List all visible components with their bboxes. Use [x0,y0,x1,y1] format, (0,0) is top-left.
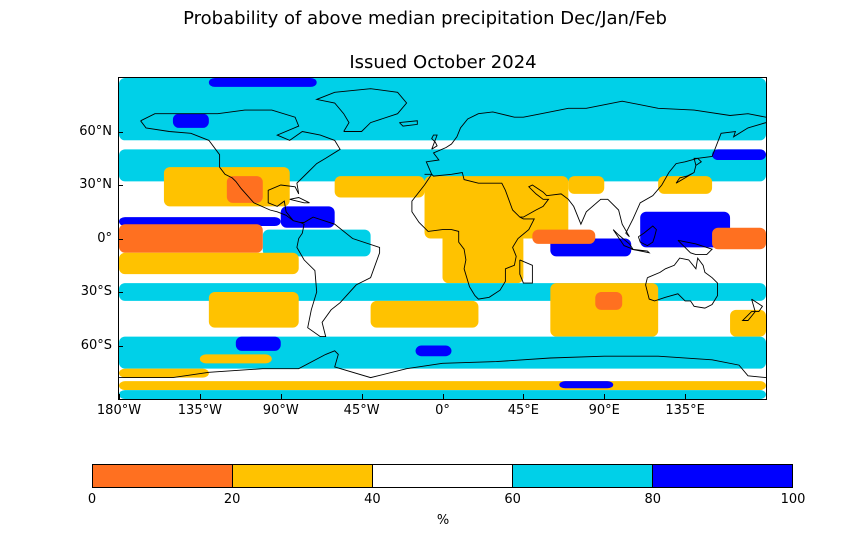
probability-region [119,224,263,253]
probability-region [119,368,209,378]
colorbar-segment [93,465,233,487]
probability-region [424,176,569,239]
probability-region [172,113,209,128]
probability-region [208,78,317,87]
colorbar-segment [233,465,373,487]
coastline [677,239,713,256]
lon-tick-mark [199,394,201,399]
probability-region [370,300,479,328]
probability-region [640,211,731,248]
probability-region [280,206,335,228]
coastline [289,197,310,204]
coastline [411,174,535,300]
lon-tick-label: 135°W [177,403,222,418]
colorbar [92,464,793,488]
probability-region [568,176,605,194]
coastline [612,229,635,251]
probability-region [235,336,281,351]
probability-region [559,381,614,389]
probability-region [119,140,164,150]
probability-region [595,292,623,310]
probability-region [712,227,766,250]
coastline [399,120,418,127]
colorbar-segment [653,465,792,487]
coastline [431,134,438,150]
coastline [637,225,657,247]
probability-region [730,309,766,337]
lat-tick-label: 60°S [80,337,112,353]
lat-tick-label: 0° [97,230,112,246]
probability-region [442,229,524,284]
probability-region [262,229,371,257]
lon-tick-mark [442,394,444,399]
lon-tick-mark [685,394,687,399]
probability-region [334,176,425,198]
coastline [431,122,766,238]
probability-region [199,354,272,364]
lon-tick-label: 45°W [343,403,380,418]
probability-region [119,252,299,275]
colorbar-tick-label: 80 [644,492,662,507]
lat-tick-label: 60°N [79,123,112,139]
colorbar-tick-label: 100 [780,492,806,507]
lon-tick-label: 90°W [262,403,299,418]
lon-tick-label: 135°E [665,403,705,418]
lat-tick-mark [118,131,123,133]
figure-subtitle: Issued October 2024 [349,52,537,73]
lat-tick-mark [118,292,123,293]
lat-tick-label: 30°N [79,177,112,192]
coastline [519,259,533,284]
coastline [140,109,381,338]
lon-tick-label: 180°W [96,403,142,418]
lon-tick-mark [280,394,282,399]
probability-region [119,381,766,391]
lon-tick-label: 90°E [588,403,620,418]
probability-region [208,292,299,328]
coastline [645,256,718,309]
colorbar-segment [373,465,513,487]
coastline [741,298,764,321]
probability-region [226,176,263,203]
coastline [631,248,651,254]
figure-title: Probability of above median precipitatio… [183,8,667,29]
coastline [315,88,408,132]
probability-region [712,149,766,161]
lon-tick-mark [604,394,606,399]
colorbar-unit-label: % [436,513,450,528]
colorbar-tick-label: 60 [504,492,521,507]
map-panel [118,77,767,400]
lon-tick-label: 45°E [507,403,540,418]
lat-tick-mark [118,345,123,347]
probability-region [415,345,452,357]
coastline [424,100,766,175]
probability-region [119,217,281,227]
lat-tick-mark [118,238,123,240]
lon-tick-label: 0° [435,403,450,418]
coastline [675,157,703,184]
probability-region [658,176,713,194]
map-canvas [119,78,766,399]
coastline [119,350,766,379]
lon-tick-mark [361,394,363,399]
lon-tick-mark [523,394,525,399]
colorbar-tick-label: 20 [223,492,241,507]
probability-region [119,78,766,141]
lat-tick-mark [118,185,123,186]
colorbar-tick-label: 0 [87,492,97,507]
colorbar-segment [513,465,653,487]
colorbar-tick-label: 40 [364,492,381,507]
probability-region [532,229,596,244]
lon-tick-mark [119,394,120,399]
lat-tick-label: 30°S [80,284,112,299]
